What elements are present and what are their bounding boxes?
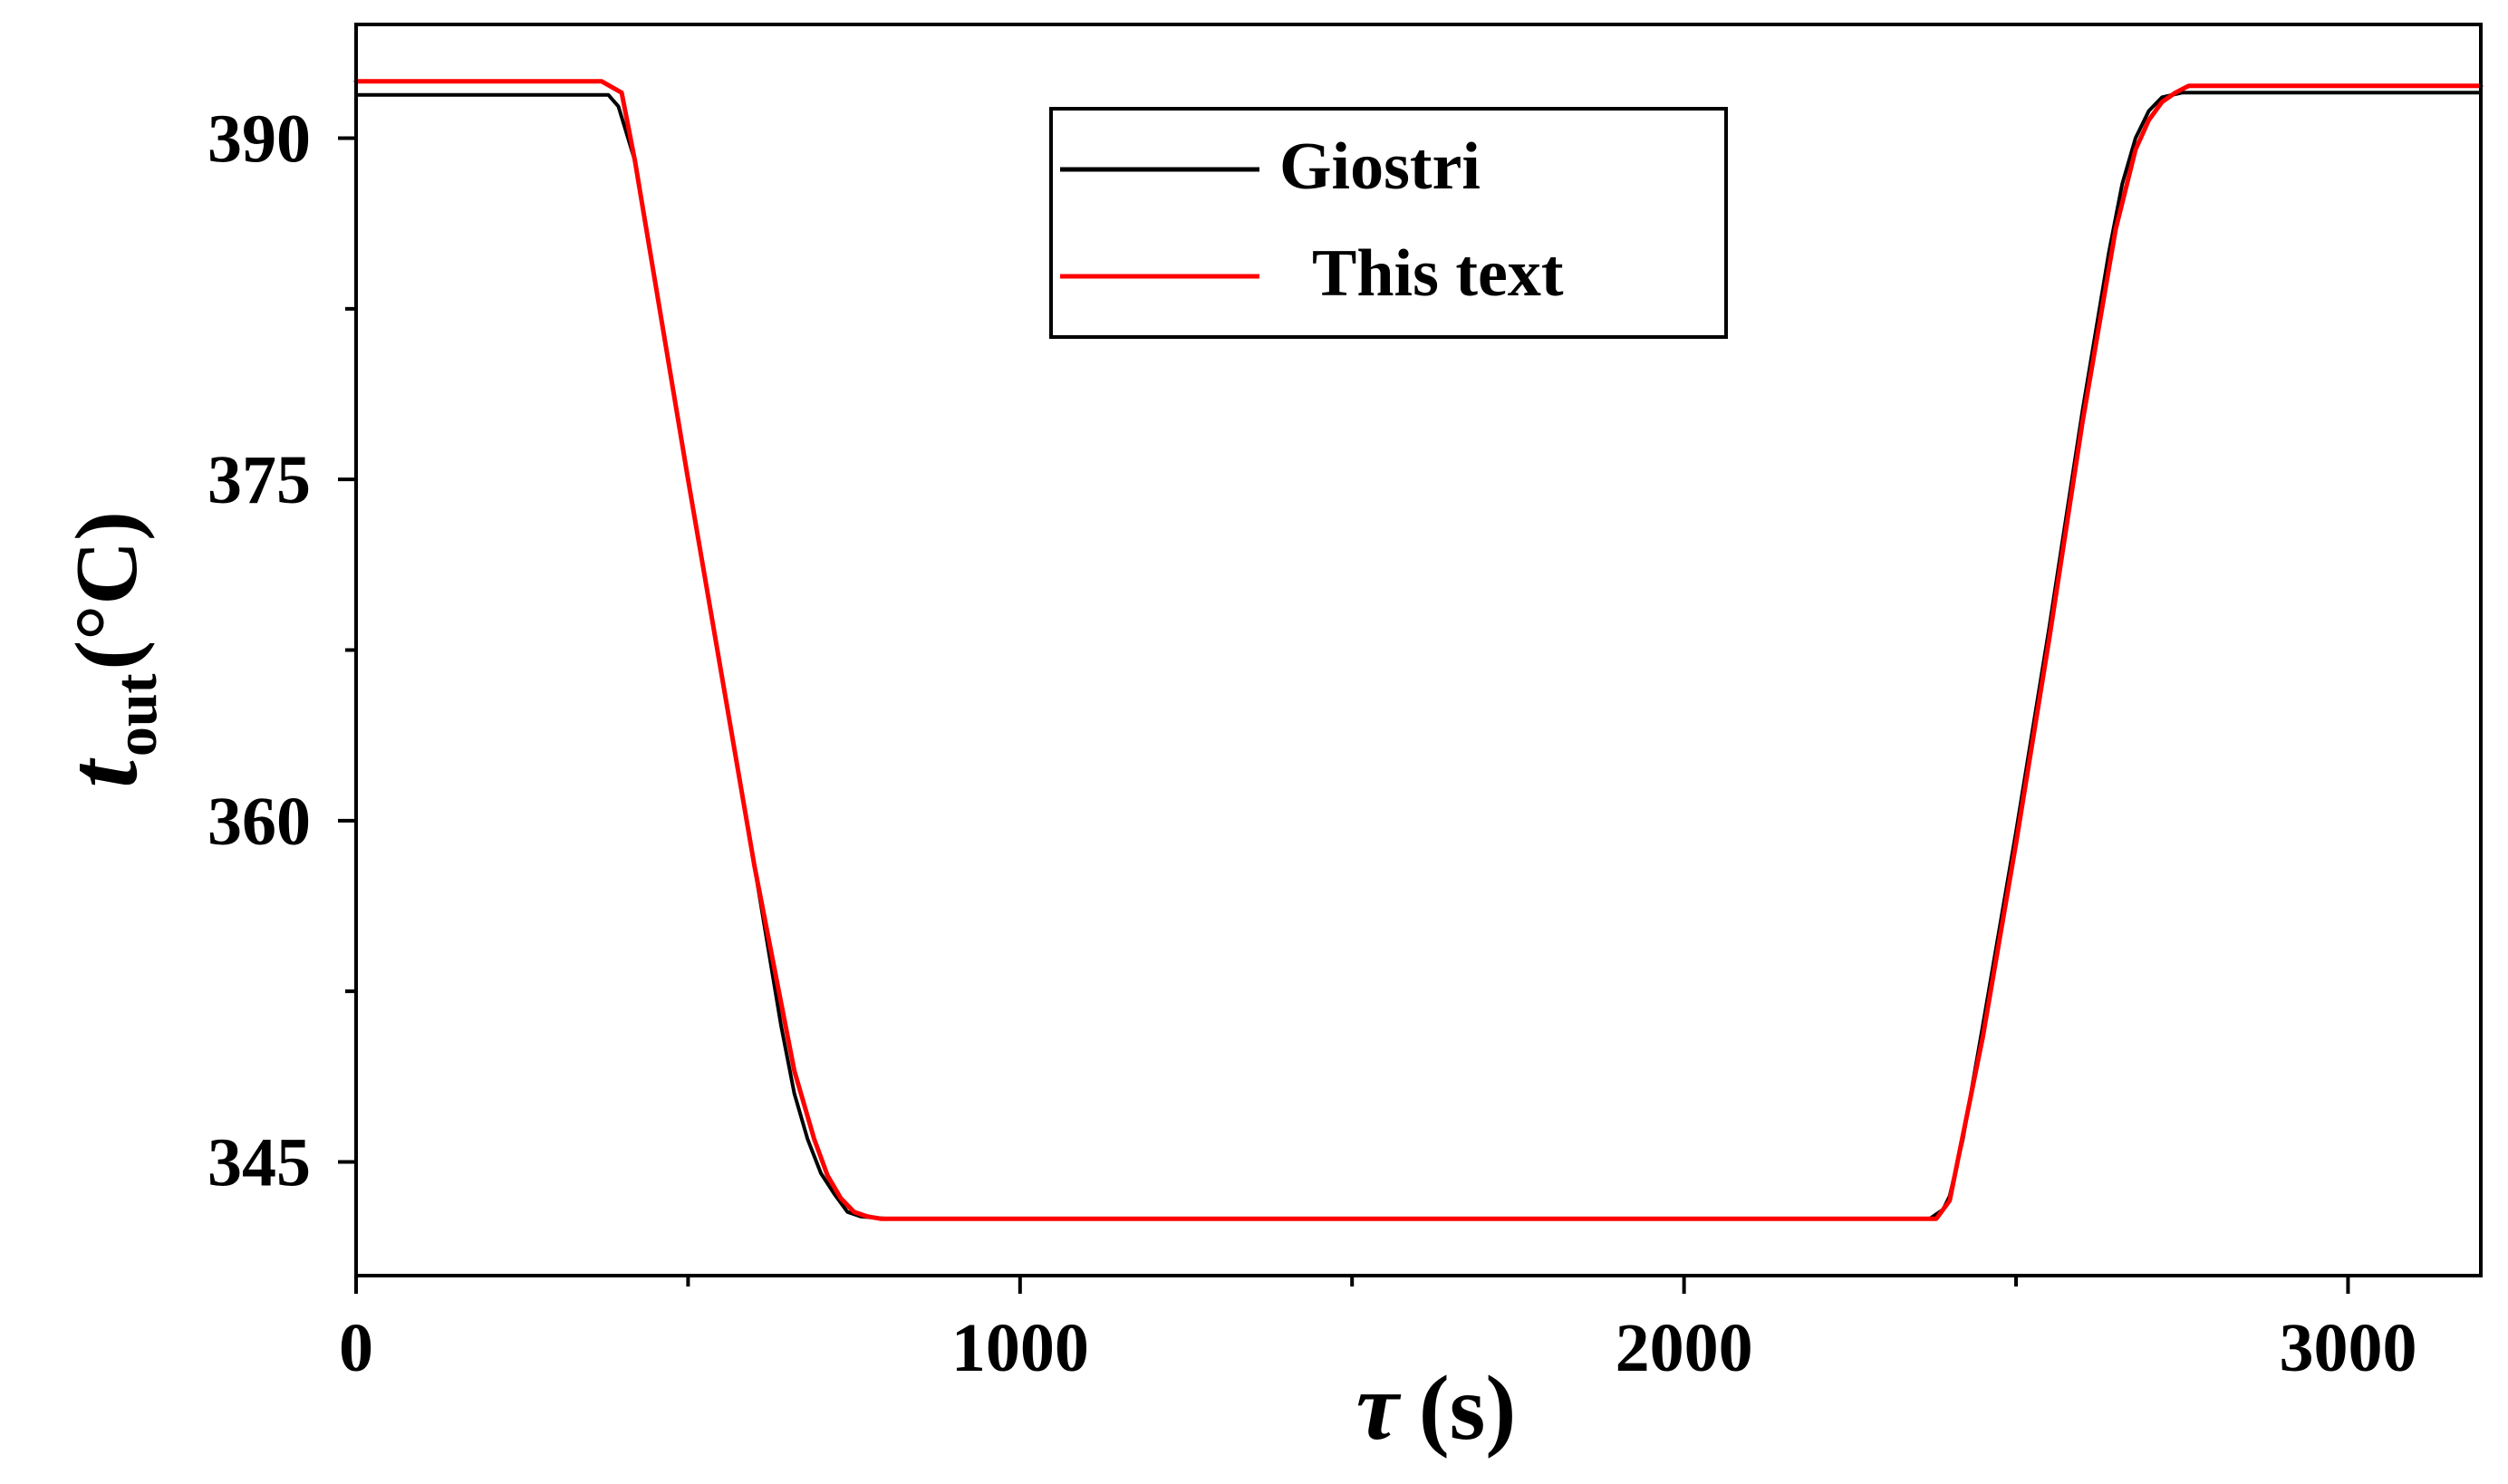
- x-tick-label: 0: [339, 1310, 373, 1386]
- y-axis-symbol: t: [47, 757, 158, 788]
- x-axis-symbol: τ: [1356, 1354, 1402, 1460]
- y-axis-subscript: out: [103, 673, 169, 756]
- y-tick-label: 345: [207, 1124, 311, 1200]
- plot-area: [353, 79, 2484, 1221]
- y-tick-label: 375: [207, 442, 311, 518]
- axis-tick-labels: 0 1000 2000 3000 345 360 375 390: [207, 101, 2416, 1386]
- y-axis-unit: (°C): [58, 511, 156, 670]
- x-axis-unit: (s): [1419, 1357, 1517, 1460]
- legend-label-this-text: This text: [1312, 236, 1564, 311]
- y-tick-label: 360: [207, 784, 311, 860]
- plot-frame: [354, 23, 2483, 1277]
- y-tick-label: 390: [207, 101, 311, 178]
- y-axis-label: t out (°C): [47, 511, 169, 787]
- x-tick-label: 3000: [2279, 1310, 2416, 1386]
- legend-box: [1049, 107, 1728, 339]
- x-tick-label: 1000: [951, 1310, 1089, 1386]
- x-tick-label: 2000: [1616, 1310, 1753, 1386]
- legend-label-giostri: Giostri: [1279, 130, 1481, 204]
- axis-ticks: [338, 136, 2350, 1294]
- x-axis-label: τ (s): [1356, 1354, 1517, 1460]
- series-line-this-text: [353, 79, 2484, 1221]
- legend: Giostri This text: [1049, 107, 1728, 339]
